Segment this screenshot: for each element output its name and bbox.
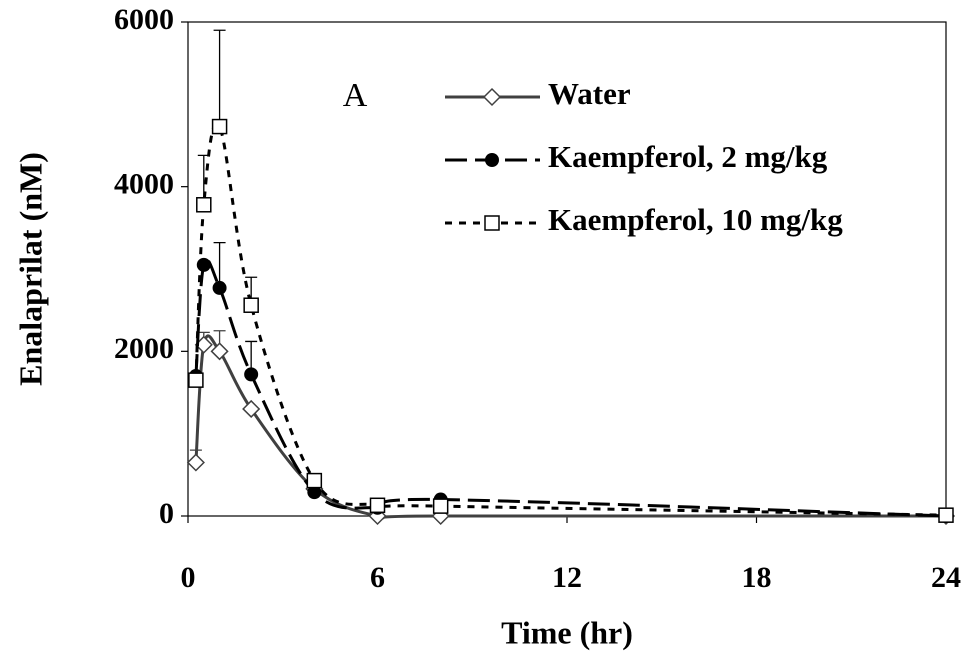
data-point — [186, 453, 205, 472]
legend-label: Kaempferol, 2 mg/kg — [548, 139, 828, 174]
x-tick-label: 12 — [552, 561, 582, 594]
x-tick-label: 6 — [370, 561, 385, 594]
data-point — [369, 497, 386, 514]
y-tick-label: 2000 — [114, 332, 174, 365]
y-tick-label: 4000 — [114, 168, 174, 201]
data-point — [306, 472, 323, 489]
x-axis-title: Time (hr) — [501, 614, 633, 650]
y-axis-title: Enalaprilat (nM) — [12, 152, 48, 386]
y-tick-label: 0 — [159, 497, 174, 530]
series-line — [194, 334, 946, 520]
legend-marker — [484, 215, 500, 231]
panel-label: A — [343, 77, 368, 114]
legend-label: Kaempferol, 10 mg/kg — [548, 202, 843, 237]
data-point — [212, 280, 227, 295]
data-point — [242, 399, 261, 419]
data-point — [188, 372, 204, 388]
data-point — [211, 118, 228, 135]
legend-marker — [482, 87, 502, 107]
data-point — [307, 485, 322, 500]
y-tick-label: 6000 — [114, 3, 174, 36]
legend-marker — [485, 153, 499, 167]
x-tick-label: 18 — [742, 561, 772, 594]
x-tick-label: 24 — [931, 561, 961, 594]
error-bar — [213, 29, 226, 127]
data-point — [210, 342, 229, 361]
data-point — [938, 507, 954, 523]
error-bar — [213, 242, 226, 288]
data-point — [244, 367, 259, 382]
data-point — [196, 197, 212, 213]
series-line — [194, 122, 947, 517]
data-point — [432, 498, 449, 514]
data-point — [243, 297, 259, 313]
x-tick-label: 0 — [181, 561, 196, 594]
legend-label: Water — [548, 76, 631, 111]
